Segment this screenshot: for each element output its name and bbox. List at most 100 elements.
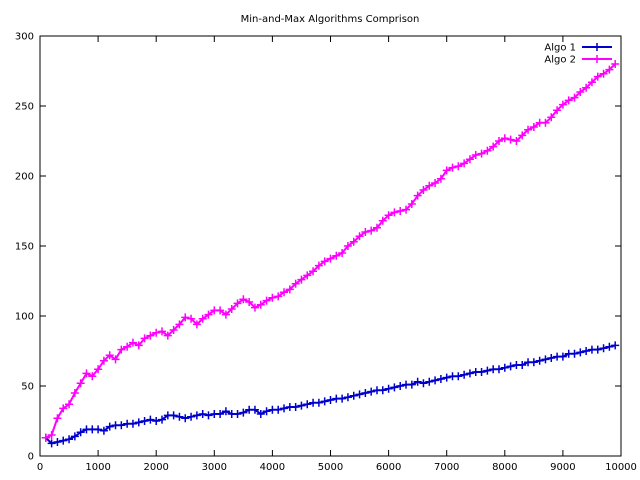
data-point xyxy=(175,412,184,421)
data-point xyxy=(169,326,178,334)
data-point xyxy=(134,418,143,427)
x-tick-label: 6000 xyxy=(376,462,401,473)
data-point xyxy=(192,320,201,329)
data-point xyxy=(355,390,364,399)
data-point xyxy=(59,436,68,445)
data-point xyxy=(541,118,550,127)
data-point xyxy=(570,93,579,102)
data-point xyxy=(65,435,74,444)
data-point xyxy=(494,365,503,374)
data-point xyxy=(407,380,416,389)
data-point xyxy=(460,159,469,168)
y-axis: 0 50 100 150 200 250 300 xyxy=(15,32,621,463)
data-point xyxy=(471,151,480,159)
data-point xyxy=(285,285,294,294)
data-point xyxy=(175,320,184,329)
data-point xyxy=(407,200,416,208)
data-point xyxy=(454,162,463,171)
data-point xyxy=(262,296,271,305)
data-point xyxy=(70,389,79,397)
data-point xyxy=(88,372,97,381)
data-point xyxy=(198,410,207,418)
data-point xyxy=(431,376,440,385)
data-point xyxy=(128,419,137,428)
data-point xyxy=(547,354,556,362)
data-point xyxy=(146,415,155,424)
data-point xyxy=(367,387,376,396)
data-point xyxy=(541,355,550,364)
data-point xyxy=(221,407,230,416)
data-point xyxy=(436,375,445,383)
data-point xyxy=(117,345,126,354)
chart-title: Min-and-Max Algorithms Comprison xyxy=(241,14,420,25)
y-tick-label: 150 xyxy=(15,242,34,253)
legend-marker xyxy=(593,55,601,63)
data-point xyxy=(47,439,56,448)
data-point xyxy=(134,341,143,350)
data-point xyxy=(338,249,347,257)
data-point xyxy=(47,431,56,439)
x-tick-label: 1000 xyxy=(85,462,110,473)
data-point xyxy=(227,305,236,313)
plot-area xyxy=(41,60,620,448)
data-point xyxy=(535,356,544,365)
data-point xyxy=(326,254,335,263)
y-tick-label: 0 xyxy=(28,452,34,463)
data-point xyxy=(204,411,213,420)
data-point xyxy=(250,303,259,312)
data-point xyxy=(396,382,405,390)
data-point xyxy=(553,106,562,115)
data-point xyxy=(605,342,614,351)
data-point xyxy=(593,72,602,81)
data-point xyxy=(152,417,161,425)
data-point xyxy=(587,78,596,87)
data-point xyxy=(419,186,428,194)
data-point xyxy=(558,100,567,109)
x-tick-label: 4000 xyxy=(260,462,285,473)
data-point xyxy=(425,377,434,386)
data-point xyxy=(297,275,306,284)
data-point xyxy=(576,348,585,357)
data-point xyxy=(169,411,178,420)
data-point xyxy=(529,358,538,367)
data-point xyxy=(413,191,422,200)
data-point xyxy=(297,401,306,410)
series-line xyxy=(45,63,616,439)
data-point xyxy=(611,341,620,350)
x-tick-label: 8000 xyxy=(492,462,517,473)
data-point xyxy=(309,267,318,276)
x-tick-label: 2000 xyxy=(143,462,168,473)
data-point xyxy=(442,166,451,175)
data-point xyxy=(76,428,85,437)
data-point xyxy=(256,410,265,418)
data-point xyxy=(163,331,172,340)
data-point xyxy=(192,411,201,420)
data-point xyxy=(413,377,422,386)
data-point xyxy=(99,426,108,435)
data-point xyxy=(593,345,602,354)
data-point xyxy=(245,298,254,306)
data-point xyxy=(314,261,323,270)
data-point xyxy=(128,338,137,347)
data-point xyxy=(372,223,381,232)
data-point xyxy=(314,398,323,407)
data-point xyxy=(448,163,457,172)
data-point xyxy=(390,383,399,392)
data-point xyxy=(250,405,259,414)
data-point xyxy=(582,347,591,355)
x-tick-label: 9000 xyxy=(550,462,575,473)
data-point xyxy=(94,365,103,374)
data-point xyxy=(117,421,126,430)
data-point xyxy=(611,60,620,68)
data-point xyxy=(518,131,527,140)
data-point xyxy=(361,389,370,397)
data-point xyxy=(233,299,242,308)
data-point xyxy=(216,410,225,418)
data-point xyxy=(268,293,277,302)
data-point xyxy=(524,125,533,134)
data-point xyxy=(221,310,230,319)
data-point xyxy=(187,314,196,323)
data-point xyxy=(489,142,498,151)
data-point xyxy=(483,366,492,375)
